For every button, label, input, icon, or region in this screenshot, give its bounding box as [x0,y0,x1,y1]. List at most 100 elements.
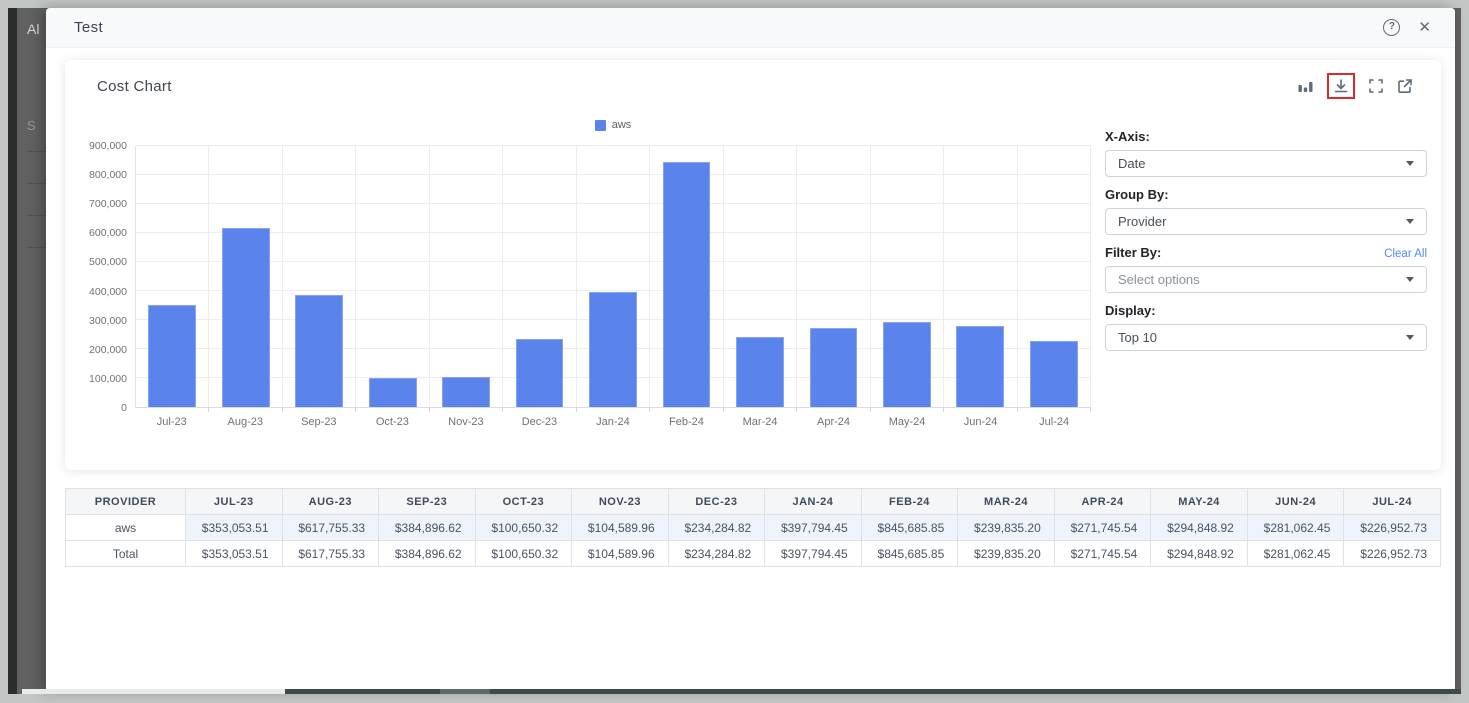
x-tick-mark [208,407,210,412]
value-cell: $100,650.32 [474,514,573,541]
group-by-label: Group By: [1105,187,1169,202]
table-row: Total $353,053.51 $617,755.33 $384,896.62 $1… [65,540,1441,567]
x-tick-mark [575,407,577,412]
bar-May-24[interactable] [883,321,931,407]
open-external-button[interactable] [1397,78,1413,94]
bar-Dec-23[interactable] [515,339,564,407]
x-tick-mark [869,407,871,412]
value-cell: $353,053.51 [185,514,283,541]
legend-swatch [594,119,606,131]
y-tick-label: 800,000 [89,169,127,182]
value-cell: $271,745.54 [1053,514,1152,541]
bar-Mar-24[interactable] [736,337,784,407]
table-header-row: PROVIDER JUL-23 AUG-23 SEP-23 OCT-23 NOV-23 DE… [65,488,1441,515]
fullscreen-button[interactable] [1368,78,1384,94]
value-cell: $617,755.33 [281,514,380,541]
value-cell: $234,284.82 [667,540,766,567]
value-cell: $384,896.62 [378,514,476,541]
bar-Nov-23[interactable] [442,376,491,407]
value-cell: $226,952.73 [1343,514,1441,541]
x-tick-label: Dec-23 [521,416,558,428]
background-divider [27,151,47,152]
filter-by-label: Filter By: [1105,245,1162,260]
x-tick-label: Jul-24 [1039,416,1070,428]
category-cell [503,146,577,412]
plot-area-wrap: 0 100,000 200,000 300,000 400,000 500,000 600,… [79,140,1092,414]
x-tick-label: Nov-23 [448,416,484,428]
chevron-down-icon [1406,219,1414,224]
filter-by-select[interactable]: Select options [1105,266,1427,293]
cost-chart-card: Cost Chart [65,60,1441,470]
column-header: MAY-24 [1150,488,1248,515]
x-tick-label: Oct-23 [375,416,409,428]
x-tick-label: Mar-24 [742,416,778,428]
y-tick-label: 100,000 [89,372,127,385]
bar-Feb-24[interactable] [662,161,711,407]
column-header: MAR-24 [957,488,1055,515]
background-sidebar [8,8,17,694]
x-tick-label: May-24 [888,416,926,428]
bar-Sep-23[interactable] [295,295,344,407]
value-cell: $234,284.82 [667,514,766,541]
modal-title: Test [74,19,104,36]
plot-area [135,145,1092,412]
fullscreen-icon [1369,79,1383,93]
column-header: JUL-23 [185,488,283,515]
x-tick-label: Feb-24 [669,416,704,428]
bar-Jul-23[interactable] [148,304,197,407]
scrollbar-thumb[interactable] [440,689,490,694]
x-tick-mark [649,407,651,412]
chart-type-button[interactable] [1297,78,1314,95]
x-tick-mark [428,407,430,412]
bar-Apr-24[interactable] [809,328,858,407]
x-tick-mark [502,407,504,412]
category-cell [356,146,430,412]
y-tick-label: 900,000 [89,140,127,152]
gridline [136,174,1091,175]
y-tick-label: 200,000 [89,343,127,356]
column-header: JAN-24 [764,488,862,515]
chevron-down-icon [1406,161,1414,166]
clear-all-link[interactable]: Clear All [1384,248,1427,260]
value-cell: $384,896.62 [378,540,476,567]
x-tick-mark [1016,407,1018,412]
x-tick-mark [796,407,798,412]
test-modal: Test ? ✕ Cost Chart [46,8,1455,691]
display-select[interactable]: Top 10 [1105,324,1427,351]
provider-cell: Total [65,540,186,567]
chart-legend[interactable]: aws [135,116,1091,134]
y-tick-label: 700,000 [89,198,127,211]
bar-chart-icon [1298,81,1313,92]
column-header: JUL-24 [1343,488,1441,515]
display-value: Top 10 [1118,330,1158,345]
chart-toolbar [1297,73,1413,99]
column-header: SEP-23 [378,488,476,515]
bar-Oct-23[interactable] [368,377,417,407]
x-tick-label: Jan-24 [596,416,630,428]
category-cell [209,146,283,412]
background-clipped-text: Al [27,21,40,37]
horizontal-scrollbar[interactable] [22,689,1461,694]
value-cell: $281,062.45 [1246,514,1345,541]
download-button[interactable] [1333,78,1349,94]
bar-Jun-24[interactable] [956,325,1005,407]
bar-Jul-24[interactable] [1029,341,1078,407]
filter-by-placeholder: Select options [1118,272,1200,287]
bar-Aug-23[interactable] [221,227,270,407]
x-axis-select[interactable]: Date [1105,150,1427,177]
x-tick-mark [943,407,945,412]
category-cell [430,146,504,412]
column-header: DEC-23 [667,488,766,515]
help-icon[interactable]: ? [1383,19,1401,36]
category-cell [577,146,651,412]
group-by-select[interactable]: Provider [1105,208,1427,235]
provider-cell: aws [65,514,186,541]
close-icon[interactable]: ✕ [1418,19,1431,36]
column-header: PROVIDER [65,488,186,515]
bar-Jan-24[interactable] [589,291,637,407]
y-tick-label: 0 [121,402,127,414]
modal-body: Cost Chart [46,48,1455,567]
column-header: OCT-23 [474,488,573,515]
bar-chart: aws 0 100,000 200,000 300,000 400,000 500,000… [79,116,1092,428]
category-cell [136,146,210,412]
